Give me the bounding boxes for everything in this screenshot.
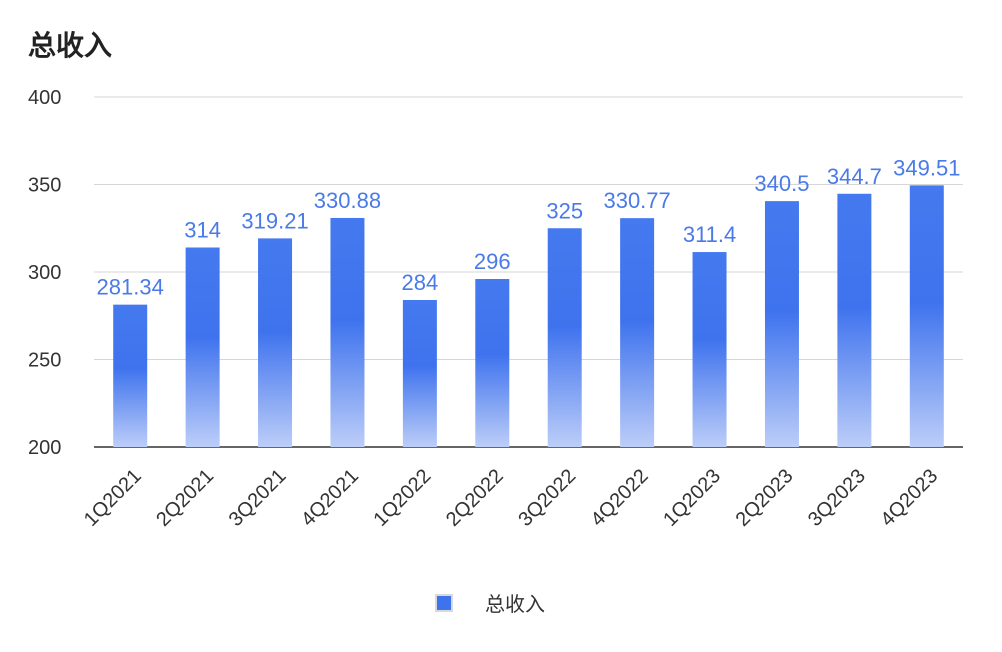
data-label: 319.21 [241,208,308,233]
y-tick-label: 200 [28,437,61,459]
bar[interactable] [909,185,944,448]
chart-title: 总收入 [28,29,113,62]
legend[interactable]: 总收入 [435,588,545,617]
x-tick-label: 3Q2023 [804,465,870,531]
data-label: 349.51 [893,155,960,180]
bar[interactable] [764,201,799,447]
data-label: 340.5 [754,171,809,196]
x-tick-label: 2Q2021 [152,465,218,531]
bar[interactable] [837,193,872,447]
data-label: 281.34 [97,275,164,300]
x-tick-label: 3Q2021 [225,465,291,531]
data-label: 296 [474,249,511,274]
y-tick-label: 300 [28,262,61,284]
x-axis-tick-labels: 1Q2021 2Q2021 3Q2021 4Q2021 1Q2022 2Q2022 3Q20… [80,465,942,531]
bar[interactable] [475,279,510,447]
data-label: 344.7 [827,164,882,189]
grid-lines [94,96,963,448]
legend-label: 总收入 [485,592,545,616]
bar[interactable] [402,300,437,447]
y-tick-label: 400 [28,87,61,109]
x-tick-label: 1Q2023 [659,465,725,531]
y-tick-label: 250 [28,350,61,372]
bar[interactable] [620,218,655,447]
data-label: 314 [184,218,221,243]
bar[interactable] [258,238,293,447]
data-label: 330.77 [603,188,670,213]
legend-swatch[interactable] [435,593,453,612]
bar[interactable] [330,217,365,447]
x-tick-label: 2Q2022 [442,465,508,531]
y-axis-tick-labels: 200 250 300 350 400 [28,87,61,459]
data-label: 284 [402,270,439,295]
x-tick-label: 4Q2021 [297,465,363,531]
bar[interactable] [113,304,148,447]
bars [113,185,944,448]
data-label: 330.88 [314,188,381,213]
data-label: 325 [546,198,583,223]
bar[interactable] [547,228,582,447]
x-tick-label: 4Q2023 [876,465,942,531]
x-tick-label: 1Q2021 [80,465,146,531]
x-tick-label: 2Q2023 [732,465,798,531]
bar[interactable] [185,247,220,448]
y-tick-label: 350 [28,175,61,197]
data-label: 311.4 [683,222,736,247]
x-tick-label: 4Q2022 [587,465,653,531]
x-tick-label: 1Q2022 [370,465,436,531]
bar[interactable] [692,252,727,447]
legend-swatch-color [437,595,451,610]
x-tick-label: 3Q2022 [514,465,580,531]
